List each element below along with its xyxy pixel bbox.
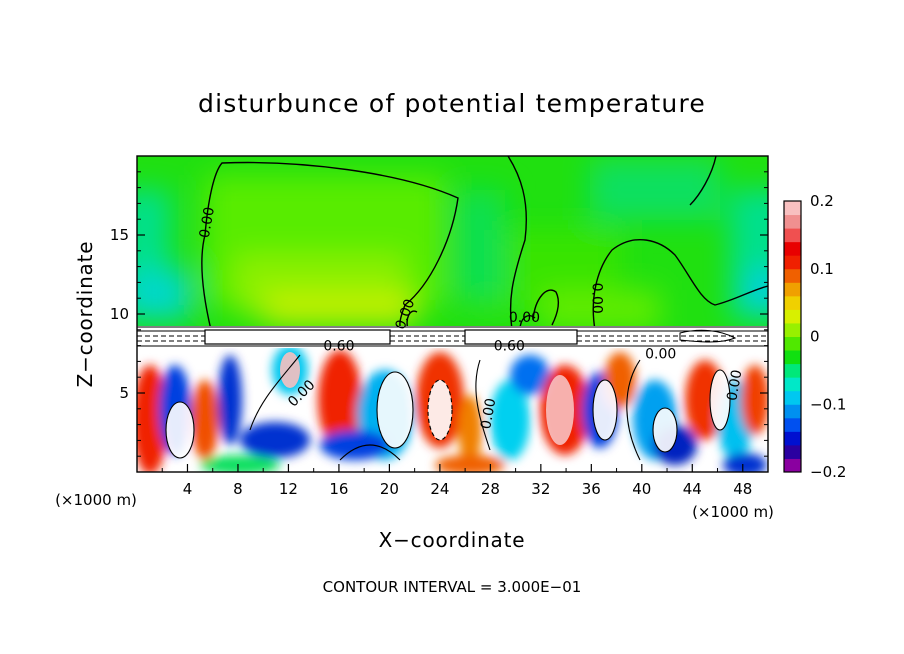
colorbar-tick-label: 0.1 [810, 260, 834, 278]
contour-label: 0.00 [724, 369, 745, 402]
colorbar-swatch [784, 214, 801, 229]
x-tick-label: 44 [683, 480, 702, 498]
y-tick-label: 5 [119, 384, 129, 402]
colorbar-swatch [784, 458, 801, 473]
colorbar-swatch [784, 201, 801, 216]
colorbar-swatch [784, 295, 801, 310]
colorbar-tick-label: −0.1 [810, 395, 846, 413]
contour-label: 0.00 [478, 397, 499, 430]
contour-label: 0.00 [197, 206, 218, 239]
y-axis-label: Z−coordinate [73, 241, 97, 388]
colorbar-swatch [784, 282, 801, 297]
colorbar-frame [783, 200, 802, 473]
contour-interval-footer: CONTOUR INTERVAL = 3.000E−01 [323, 578, 582, 596]
y-axis: 5 10 15 [110, 171, 768, 457]
upper-field [137, 156, 768, 332]
colorbar-swatch [784, 363, 801, 378]
chart-title: disturbunce of potential temperature [198, 89, 706, 118]
x-tick-label: 16 [329, 480, 348, 498]
x-tick-label: 8 [233, 480, 243, 498]
x-tick-label: 12 [279, 480, 298, 498]
x-unit-right: (×1000 m) [692, 503, 774, 521]
x-tick-label: 40 [632, 480, 651, 498]
lower-field [137, 330, 768, 472]
colorbar-swatch [784, 404, 801, 419]
x-tick-label: 32 [531, 480, 550, 498]
x-tick-label: 28 [481, 480, 500, 498]
plot-area: 0.000.00 0.000.000.60 0.60 0.000.000.000.00 [137, 156, 768, 472]
colorbar-swatch [784, 390, 801, 405]
colorbar-swatch [784, 268, 801, 283]
x-tick-label: 20 [380, 480, 399, 498]
contour-label: 0.60 [494, 339, 525, 355]
colorbar-tick-label: 0.2 [810, 192, 834, 210]
x-unit-left: (×1000 m) [55, 491, 137, 509]
x-tick-label: 36 [582, 480, 601, 498]
y-tick-label: 15 [110, 226, 129, 244]
contour-label: 0.60 [323, 339, 354, 355]
colorbar: 0.2 0.1 0 −0.1 −0.2 [783, 192, 846, 481]
y-tick-label: 10 [110, 305, 129, 323]
colorbar-tick-label: −0.2 [810, 463, 846, 481]
x-axis-label: X−coordinate [379, 528, 526, 552]
colorbar-swatch [784, 228, 801, 243]
colorbar-swatch [784, 377, 801, 392]
colorbar-swatch [784, 255, 801, 270]
colorbar-swatch [784, 309, 801, 324]
colorbar-tick-label: 0 [810, 328, 820, 346]
x-tick-label: 24 [430, 480, 449, 498]
colorbar-swatch [784, 350, 801, 365]
contour-label: 0.00 [589, 283, 605, 314]
contour-label: 0.00 [645, 347, 676, 363]
colorbar-swatch [784, 444, 801, 459]
colorbar-swatch [784, 336, 801, 351]
colorbar-swatch [784, 417, 801, 432]
colorbar-swatch [784, 431, 801, 446]
x-tick-label: 4 [183, 480, 193, 498]
ridge-band [137, 326, 768, 348]
contour-label: 0.00 [509, 310, 540, 326]
colorbar-swatch [784, 322, 801, 337]
x-tick-label: 48 [733, 480, 752, 498]
colorbar-swatch [784, 241, 801, 256]
x-axis: 4 8 12 16 20 24 28 32 36 40 44 48 [161, 464, 752, 498]
